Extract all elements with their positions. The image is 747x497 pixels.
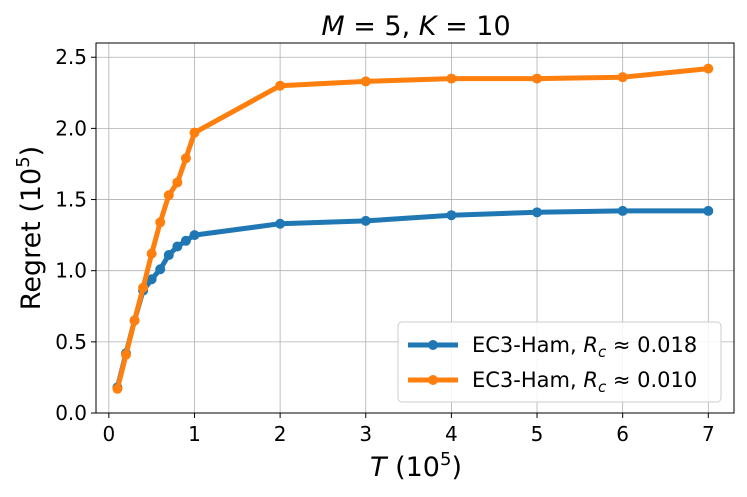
legend-box — [397, 321, 722, 403]
data-point — [155, 264, 166, 275]
series-1 — [112, 63, 714, 394]
legend-1-suffix: ≈ 0.010 — [606, 368, 697, 392]
data-point — [180, 235, 191, 246]
title-eq1: = 5, — [345, 11, 419, 42]
data-point — [360, 76, 371, 87]
data-point — [163, 190, 174, 201]
data-point — [146, 274, 157, 285]
legend-marker-1 — [428, 375, 438, 385]
x-tick-label: 1 — [188, 422, 201, 446]
y-tick-label: 1.0 — [55, 259, 87, 283]
y-tick-label: 0.0 — [55, 401, 87, 425]
ylabel-exp: 5 — [13, 156, 34, 167]
legend-label-1: EC3-Ham, Rc ≈ 0.010 — [472, 368, 697, 396]
x-tick-label: 7 — [702, 422, 715, 446]
y-tick-label: 0.5 — [55, 330, 87, 354]
x-tick-label: 4 — [445, 422, 458, 446]
data-point — [172, 241, 183, 252]
xlabel-exp: 5 — [440, 449, 451, 470]
ylabel-close: ) — [16, 146, 47, 157]
data-point — [189, 127, 200, 138]
data-point — [617, 205, 628, 216]
legend: EC3-Ham, Rc ≈ 0.018 EC3-Ham, Rc ≈ 0.010 — [397, 321, 722, 403]
legend-0-sub: c — [598, 343, 607, 361]
x-tick-label: 5 — [531, 422, 544, 446]
y-tick-label: 2.5 — [55, 45, 87, 69]
legend-1-sub: c — [598, 378, 607, 396]
x-axis-label: T (105) — [370, 449, 462, 483]
ylabel-text: Regret (10 — [16, 168, 47, 310]
data-point — [532, 207, 543, 218]
y-tick-label: 1.5 — [55, 188, 87, 212]
data-point — [172, 177, 183, 188]
x-tick-label: 2 — [274, 422, 287, 446]
title-m-var: M — [321, 11, 344, 42]
data-point — [129, 315, 140, 326]
data-point — [617, 72, 628, 83]
data-point — [446, 210, 457, 221]
data-point — [703, 205, 714, 216]
title-eq2: = 10 — [437, 11, 511, 42]
y-axis-label: Regret (105) — [13, 146, 47, 310]
y-tick-label: 2.0 — [55, 116, 87, 140]
legend-label-0: EC3-Ham, Rc ≈ 0.018 — [472, 333, 697, 361]
legend-1-var: R — [583, 368, 598, 392]
data-point — [146, 248, 157, 259]
ticks: 0 1 2 3 4 5 6 7 0.0 0.5 1.0 1.5 2.0 2.5 — [55, 45, 714, 446]
x-tick-label: 3 — [359, 422, 372, 446]
data-point — [155, 217, 166, 228]
data-point — [532, 73, 543, 84]
data-point — [163, 250, 174, 261]
legend-marker-0 — [428, 340, 438, 350]
data-point — [120, 349, 131, 360]
legend-0-suffix: ≈ 0.018 — [606, 333, 697, 357]
x-tick-label: 6 — [616, 422, 629, 446]
x-tick-label: 0 — [102, 422, 115, 446]
series-line — [114, 66, 711, 392]
data-point — [189, 230, 200, 241]
plot-frame — [95, 42, 735, 414]
legend-0-prefix: EC3-Ham, — [472, 333, 583, 357]
xlabel-close: ) — [451, 452, 462, 483]
data-point — [360, 215, 371, 226]
legend-0-var: R — [583, 333, 598, 357]
data-point — [138, 282, 149, 293]
data-point — [275, 80, 286, 91]
data-point — [112, 383, 123, 394]
legend-1-prefix: EC3-Ham, — [472, 368, 583, 392]
chart-title: M = 5, K = 10 — [321, 11, 510, 42]
data-point — [446, 73, 457, 84]
data-point — [703, 63, 714, 74]
series-layer — [112, 63, 714, 394]
title-k-var: K — [419, 11, 439, 42]
data-point — [275, 218, 286, 229]
xlabel-var: T — [370, 452, 389, 483]
xlabel-unit: (10 — [387, 452, 440, 483]
data-point — [180, 153, 191, 164]
